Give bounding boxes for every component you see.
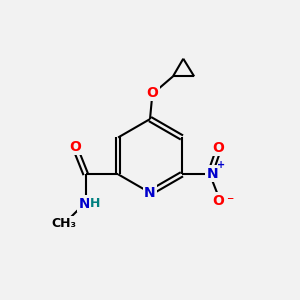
Text: N: N — [144, 186, 156, 200]
Text: O: O — [213, 194, 225, 208]
Text: +: + — [217, 160, 225, 170]
Text: H: H — [90, 197, 100, 210]
Text: O: O — [146, 85, 158, 100]
Text: ⁻: ⁻ — [226, 194, 233, 208]
Text: N: N — [206, 167, 218, 181]
Text: N: N — [79, 197, 90, 211]
Text: O: O — [70, 140, 81, 154]
Text: CH₃: CH₃ — [51, 217, 76, 230]
Text: O: O — [213, 141, 225, 155]
